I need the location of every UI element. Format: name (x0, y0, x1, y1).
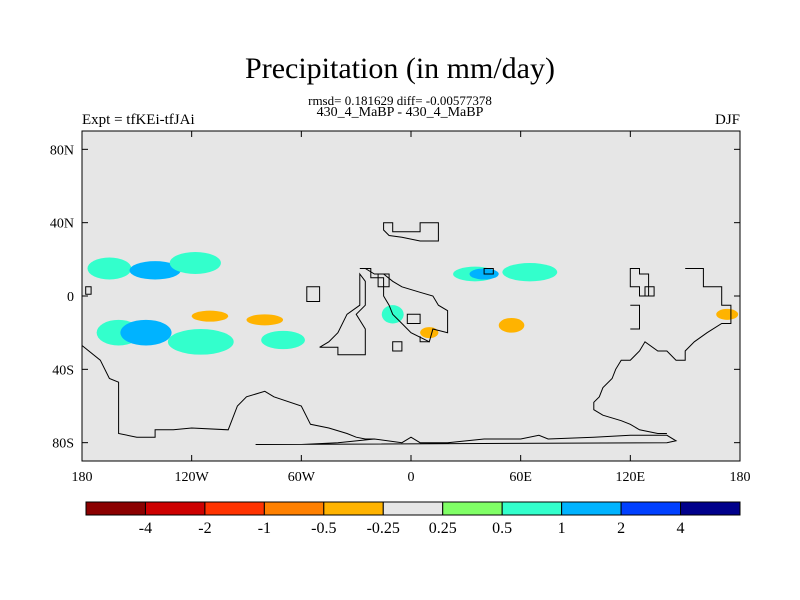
anomaly-layer (85, 219, 740, 382)
anomaly-region-9 (167, 329, 234, 355)
chart-subtitle: 430_4_MaBP - 430_4_MaBP (316, 105, 484, 120)
anomaly-region-8 (120, 319, 172, 346)
x-tick-label: 120W (175, 470, 210, 485)
colorbar-label: 0.25 (429, 520, 457, 537)
season-label: DJF (714, 112, 740, 128)
anomaly-region-21 (557, 294, 587, 306)
x-tick-label: 0 (408, 470, 415, 485)
anomaly-region-23 (716, 308, 739, 320)
colorbar: -4 -2 -1 -0.5 -0.25 0.25 0.5 1 2 4 (85, 501, 741, 537)
y-tick-label: 80S (52, 437, 74, 452)
colorbar-box (680, 501, 741, 516)
y-tick-label: 40S (52, 363, 74, 378)
coastline-antarctica (255, 434, 678, 445)
anomaly-region-12 (142, 219, 161, 227)
plot-background (82, 131, 740, 461)
anomaly-region-11 (261, 228, 305, 243)
coastline-australia (593, 268, 732, 434)
anomaly-region-6 (246, 314, 284, 326)
anomaly-region-25 (529, 375, 541, 382)
y-tick-label: 40N (50, 217, 74, 232)
x-tick-label: 60E (509, 470, 532, 485)
experiment-label: Expt = tfKEi-tfJAi (82, 112, 195, 128)
x-tick-label: 180 (72, 470, 93, 485)
anomaly-region-10 (261, 330, 305, 350)
anomaly-region-18 (502, 263, 558, 282)
colorbar-label: -0.25 (367, 520, 400, 537)
coastline-indian-ocean (483, 268, 494, 275)
colorbar-label: -1 (258, 520, 271, 537)
anomaly-region-5 (191, 310, 229, 322)
colorbar-label: -0.5 (311, 520, 336, 537)
colorbar-label: 4 (677, 520, 685, 537)
chart-title: Precipitation (in mm/day) (245, 52, 555, 85)
colorbar-label: -4 (139, 520, 152, 537)
anomaly-region-2 (169, 252, 221, 274)
colorbar-label: 0.5 (492, 520, 512, 537)
coastline-america (82, 272, 375, 440)
colorbar-label: 2 (617, 520, 625, 537)
colorbar-box (263, 501, 325, 516)
anomaly-region-0 (87, 257, 132, 280)
stats-line: rmsd= 0.181629 diff= -0.00577378 (308, 93, 492, 108)
y-tick-label: 80N (50, 143, 74, 158)
colorbar-box (144, 501, 206, 516)
coastline-north-america (85, 286, 321, 302)
colorbar-box (501, 501, 563, 516)
y-tick-label: 0 (67, 290, 74, 305)
anomaly-region-1 (129, 261, 181, 280)
colorbar-box (382, 501, 444, 516)
colorbar-label: 1 (558, 520, 566, 537)
coastline-layer (82, 222, 732, 445)
x-tick-label: 120E (616, 470, 646, 485)
anomaly-region-20 (498, 318, 525, 333)
colorbar-box (204, 501, 265, 516)
x-tick-label: 60W (288, 470, 316, 485)
colorbar-box (323, 501, 384, 516)
colorbar-box (85, 501, 146, 516)
anomaly-region-15 (420, 327, 439, 339)
colorbar-box (561, 501, 622, 516)
coastline-europe (383, 222, 439, 242)
anomaly-region-3 (85, 283, 189, 306)
axis-ticks: 180 120W 60W 0 60E 120E 180 80N 40N 0 40S 80S (50, 131, 751, 485)
colorbar-box (620, 501, 682, 516)
colorbar-box (442, 501, 503, 516)
x-tick-label: 180 (730, 470, 751, 485)
colorbar-label: -2 (198, 520, 211, 537)
coastline-asia (377, 273, 430, 352)
